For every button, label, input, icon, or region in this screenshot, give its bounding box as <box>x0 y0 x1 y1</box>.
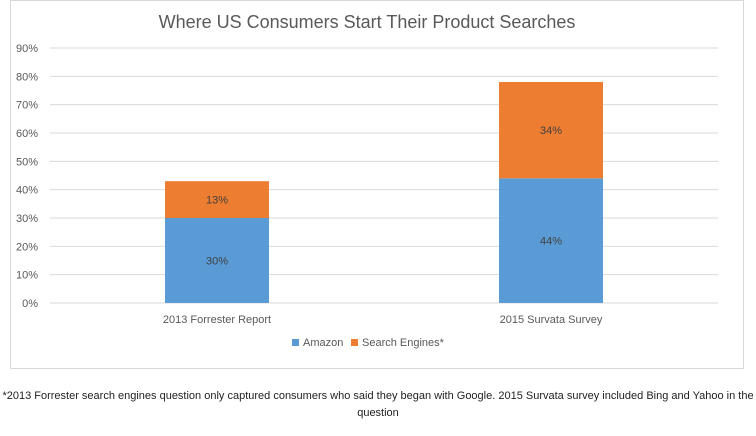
y-tick-label: 60% <box>16 128 38 140</box>
data-label: 44% <box>540 236 562 248</box>
chart-frame <box>10 0 744 369</box>
chart-title: Where US Consumers Start Their Product S… <box>159 12 576 32</box>
y-axis-ticks: 0% 10% 20% 30% 40% 50% 60% 70% 80% 90% <box>16 43 38 310</box>
y-tick-label: 90% <box>16 43 38 55</box>
x-axis-ticks: 2013 Forrester Report 2015 Survata Survey <box>163 314 603 326</box>
y-tick-label: 50% <box>16 156 38 168</box>
data-label: 34% <box>540 125 562 137</box>
gridlines <box>50 47 718 304</box>
legend-swatch <box>351 339 358 346</box>
bar-amazon <box>499 178 603 303</box>
data-labels: 30% 13% 44% 34% <box>206 125 562 267</box>
bar-search-engines <box>165 181 269 218</box>
legend-swatch <box>292 339 299 346</box>
y-tick-label: 0% <box>22 298 38 310</box>
y-tick-label: 20% <box>16 241 38 253</box>
x-tick-label: 2013 Forrester Report <box>163 314 271 326</box>
bar-amazon <box>165 218 269 303</box>
y-tick-label: 10% <box>16 270 38 282</box>
data-label: 13% <box>206 195 228 207</box>
y-tick-label: 30% <box>16 213 38 225</box>
bar-search-engines <box>499 82 603 179</box>
bars <box>165 82 603 303</box>
legend-label: Search Engines* <box>362 337 445 349</box>
chart-footnote: *2013 Forrester search engines question … <box>2 390 754 419</box>
legend-label: Amazon <box>303 337 343 349</box>
x-tick-label: 2015 Survata Survey <box>500 314 603 326</box>
y-tick-label: 70% <box>16 100 38 112</box>
legend: Amazon Search Engines* <box>292 337 445 349</box>
data-label: 30% <box>206 256 228 268</box>
y-tick-label: 40% <box>16 185 38 197</box>
chart-canvas: Where US Consumers Start Their Product S… <box>16 12 718 349</box>
y-tick-label: 80% <box>16 71 38 83</box>
